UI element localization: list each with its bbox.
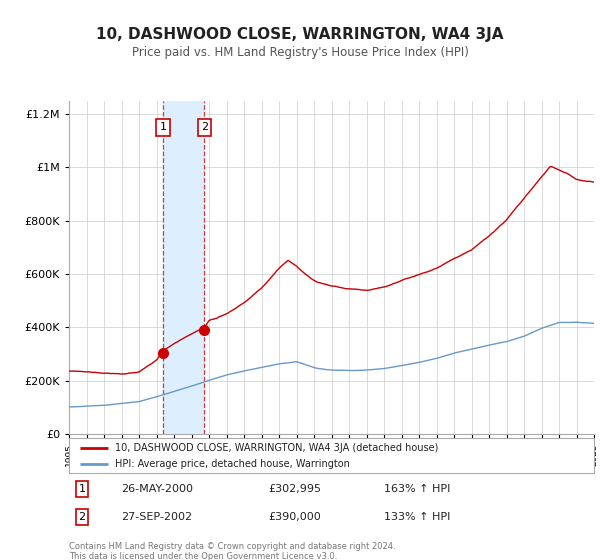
Text: £302,995: £302,995 bbox=[269, 484, 322, 494]
Text: HPI: Average price, detached house, Warrington: HPI: Average price, detached house, Warr… bbox=[115, 459, 350, 469]
Text: £390,000: £390,000 bbox=[269, 512, 321, 522]
Text: 10, DASHWOOD CLOSE, WARRINGTON, WA4 3JA: 10, DASHWOOD CLOSE, WARRINGTON, WA4 3JA bbox=[96, 27, 504, 42]
Text: 27-SEP-2002: 27-SEP-2002 bbox=[121, 512, 193, 522]
Text: 10, DASHWOOD CLOSE, WARRINGTON, WA4 3JA (detached house): 10, DASHWOOD CLOSE, WARRINGTON, WA4 3JA … bbox=[115, 443, 439, 453]
Text: 26-MAY-2000: 26-MAY-2000 bbox=[121, 484, 193, 494]
Text: 133% ↑ HPI: 133% ↑ HPI bbox=[384, 512, 451, 522]
Text: 2: 2 bbox=[201, 123, 208, 133]
Text: Contains HM Land Registry data © Crown copyright and database right 2024.
This d: Contains HM Land Registry data © Crown c… bbox=[69, 542, 395, 560]
Text: 1: 1 bbox=[160, 123, 167, 133]
Bar bbox=[163, 101, 205, 434]
Text: 1: 1 bbox=[79, 484, 86, 494]
Text: Price paid vs. HM Land Registry's House Price Index (HPI): Price paid vs. HM Land Registry's House … bbox=[131, 46, 469, 59]
Text: 163% ↑ HPI: 163% ↑ HPI bbox=[384, 484, 451, 494]
Text: 2: 2 bbox=[79, 512, 86, 522]
